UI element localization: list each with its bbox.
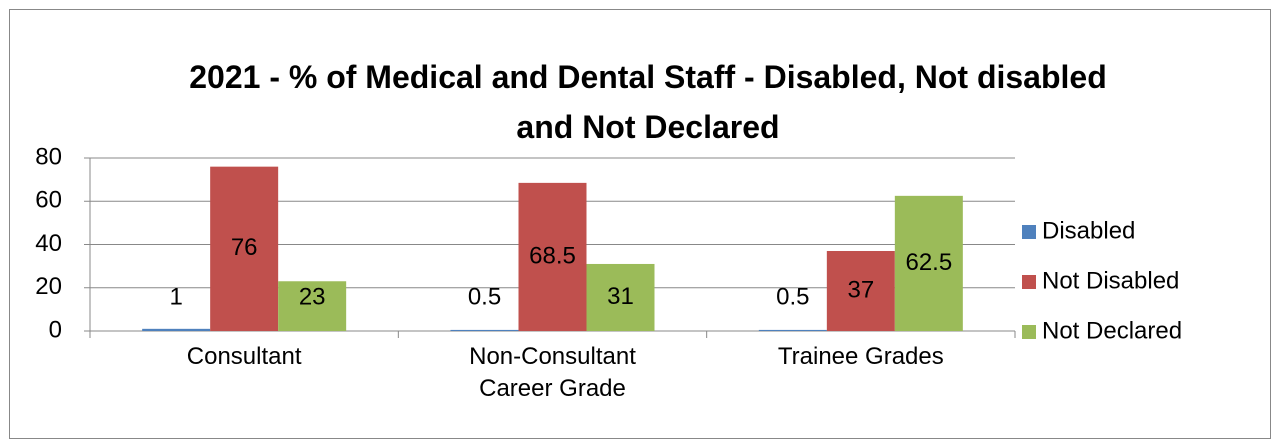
bar [278, 281, 347, 331]
data-label: 0.5 [468, 283, 501, 310]
x-tick-label: Trainee Grades [777, 343, 944, 370]
y-tick-label: 20 [35, 273, 62, 300]
bar [586, 263, 655, 331]
bar [758, 329, 827, 331]
bar [894, 195, 963, 331]
data-label: 68.5 [529, 242, 576, 269]
page: {"chart_data": {"type": "bar", "title": … [9, 9, 1271, 439]
y-tick-label: 60 [35, 187, 62, 214]
data-label: 76 [231, 234, 258, 261]
x-tick-label: Non-Consultant Career Grade [469, 343, 636, 402]
chart-title: 2021 - % of Medical and Dental Staff - D… [189, 59, 1107, 145]
data-label: 23 [299, 283, 326, 310]
data-label: 31 [607, 283, 634, 310]
data-label: 62.5 [905, 249, 952, 276]
legend-swatch [1022, 325, 1036, 339]
y-tick-label: 0 [49, 316, 62, 343]
x-tick-label: Consultant [186, 343, 302, 370]
y-tick-label: 40 [35, 230, 62, 257]
legend-label: Not Declared [1042, 317, 1182, 344]
legend-label: Disabled [1042, 217, 1135, 244]
legend-swatch [1022, 225, 1036, 239]
chart: 0 20 40 60 80 1 76 23 0.5 68.5 31 0.5 37 62.5 Disabled… [35, 143, 1182, 344]
bar [450, 329, 519, 331]
legend-label: Not Disabled [1042, 267, 1179, 294]
bar [210, 166, 279, 331]
data-label: 1 [169, 283, 182, 310]
data-label: 37 [847, 276, 874, 303]
data-label: 0.5 [776, 283, 809, 310]
bar [518, 182, 587, 331]
y-tick-label: 80 [35, 143, 62, 170]
bar [826, 250, 895, 331]
legend-swatch [1022, 275, 1036, 289]
bar [142, 328, 211, 331]
